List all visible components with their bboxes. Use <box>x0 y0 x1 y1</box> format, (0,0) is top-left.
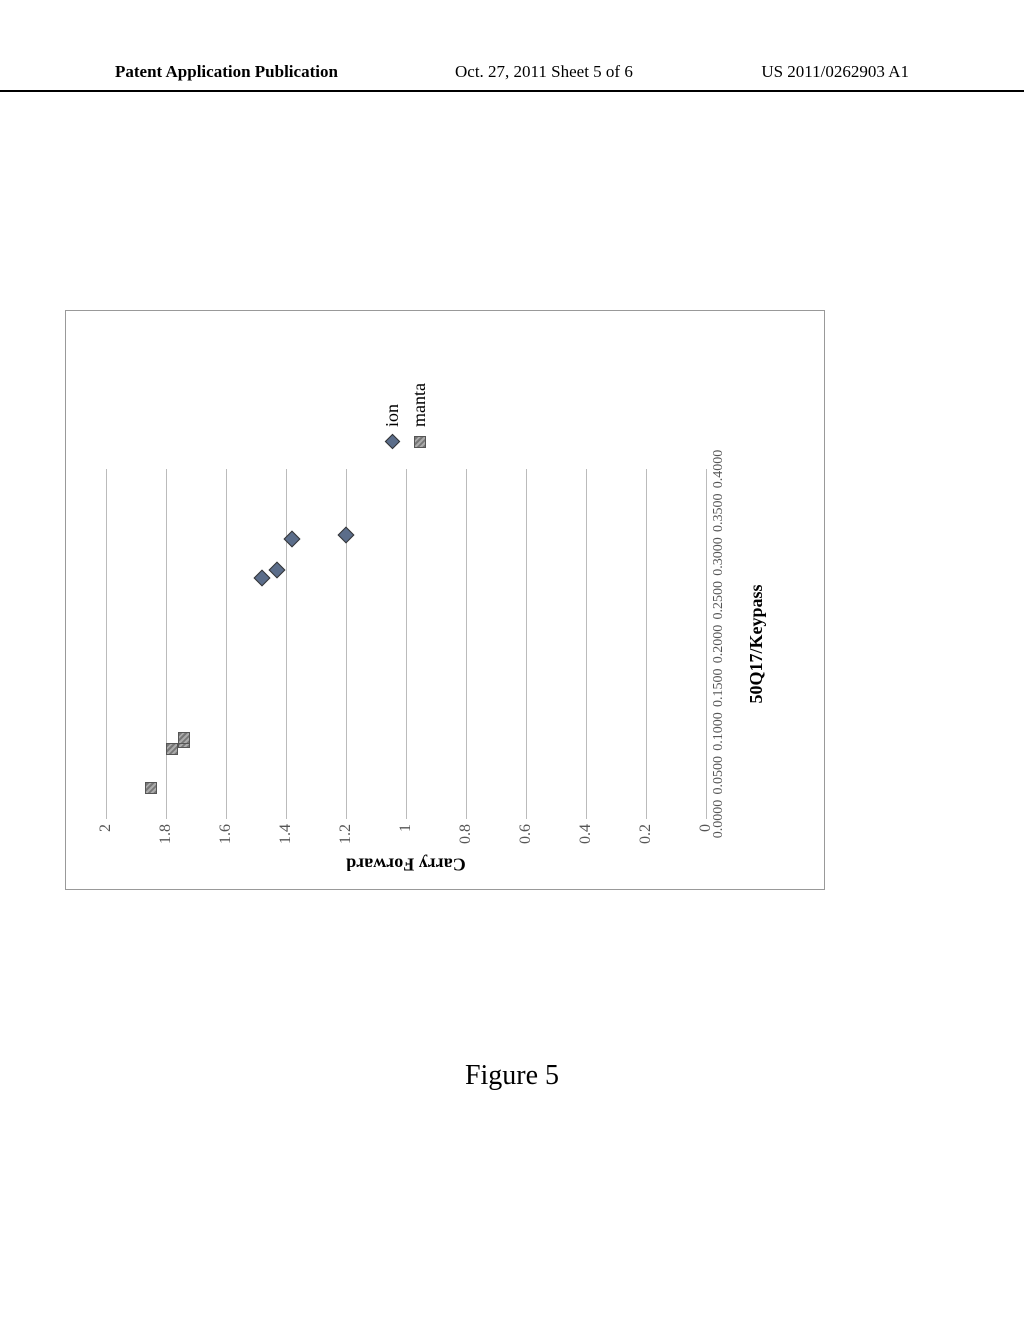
header-center: Oct. 27, 2011 Sheet 5 of 6 <box>455 62 633 82</box>
x-tick-label: 0.0500 <box>711 756 727 795</box>
gridline <box>106 469 107 819</box>
y-tick-label: 0.2 <box>637 824 655 884</box>
header-right: US 2011/0262903 A1 <box>761 62 909 82</box>
legend-label: ion <box>382 404 403 427</box>
y-tick-label: 0.4 <box>577 824 595 884</box>
legend: ion manta <box>106 329 706 449</box>
y-tick-label: 1.6 <box>217 824 235 884</box>
diamond-marker <box>338 526 355 543</box>
square-marker <box>145 782 157 794</box>
gridline <box>286 469 287 819</box>
y-tick-label: 1.8 <box>157 824 175 884</box>
gridline <box>406 469 407 819</box>
square-marker <box>178 733 190 745</box>
gridline <box>526 469 527 819</box>
y-tick-label: 0.8 <box>457 824 475 884</box>
diamond-marker <box>254 570 271 587</box>
page-header: Patent Application Publication Oct. 27, … <box>0 62 1024 92</box>
x-tick-label: 0.1000 <box>711 712 727 751</box>
y-tick-label: 1.2 <box>337 824 355 884</box>
gridline <box>646 469 647 819</box>
legend-item-ion: ion <box>382 329 403 449</box>
gridline <box>346 469 347 819</box>
x-tick-label: 0.2500 <box>711 581 727 620</box>
x-tick-label: 0.3500 <box>711 494 727 533</box>
header-left: Patent Application Publication <box>115 62 338 82</box>
x-tick-label: 0.1500 <box>711 669 727 708</box>
gridline <box>706 469 707 819</box>
gridline <box>466 469 467 819</box>
figure-caption: Figure 5 <box>465 1060 559 1092</box>
x-tick-label: 0.0000 <box>711 800 727 839</box>
legend-label: manta <box>409 383 430 427</box>
x-tick-label: 0.3000 <box>711 537 727 576</box>
square-marker <box>166 743 178 755</box>
diamond-icon <box>386 435 400 449</box>
y-tick-label: 0.6 <box>517 824 535 884</box>
figure-rotated-container: Carry Forward 50Q17/Keypass 00.20.40.60.… <box>65 310 825 890</box>
x-axis-title: 50Q17/Keypass <box>746 584 767 703</box>
y-tick-label: 1 <box>397 824 415 884</box>
plot-area: Carry Forward 50Q17/Keypass 00.20.40.60.… <box>106 469 706 819</box>
chart-frame: Carry Forward 50Q17/Keypass 00.20.40.60.… <box>65 310 825 890</box>
legend-item-manta: manta <box>409 329 430 449</box>
gridline <box>226 469 227 819</box>
x-tick-label: 0.2000 <box>711 625 727 664</box>
gridline <box>166 469 167 819</box>
gridline <box>586 469 587 819</box>
x-tick-label: 0.4000 <box>711 450 727 489</box>
y-tick-label: 1.4 <box>277 824 295 884</box>
square-icon <box>413 435 427 449</box>
diamond-marker <box>269 561 286 578</box>
y-tick-label: 2 <box>97 824 115 884</box>
